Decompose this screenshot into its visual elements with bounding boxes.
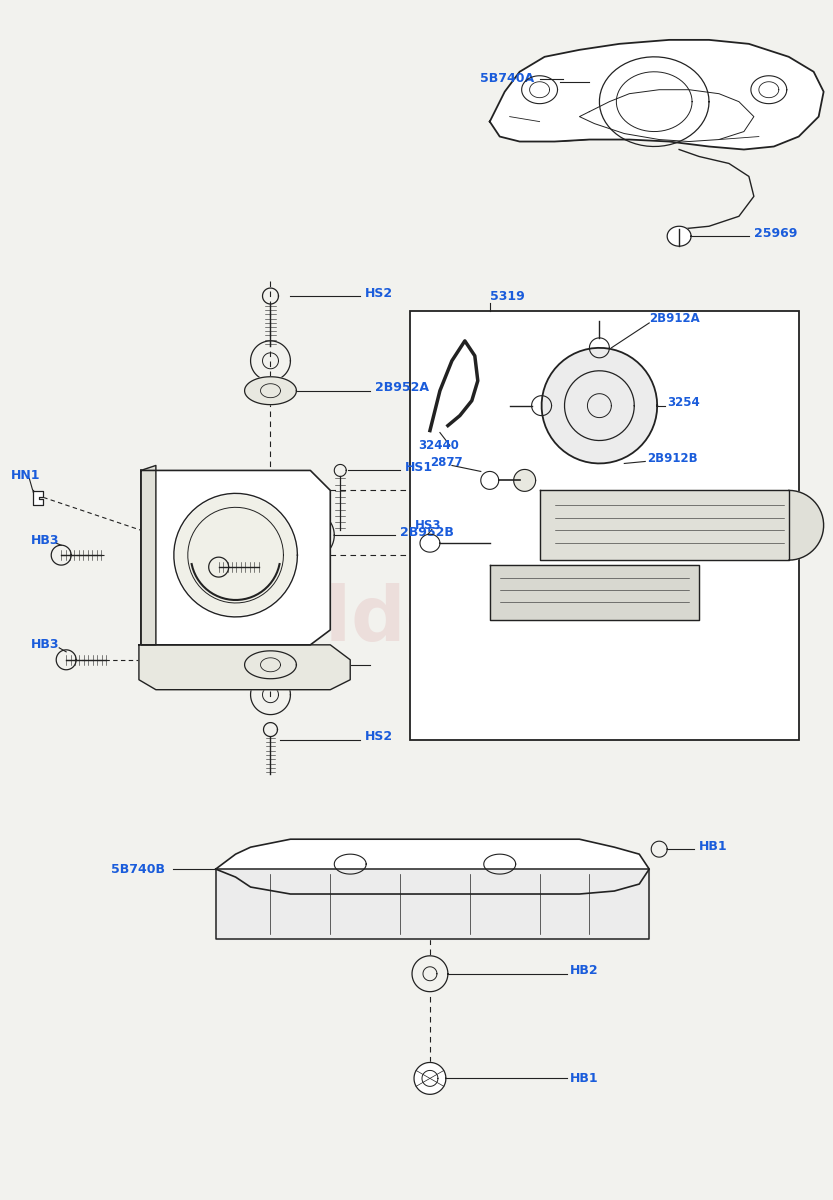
Polygon shape [245,377,297,404]
Text: 2B912A: 2B912A [649,312,700,325]
Text: HS1: HS1 [405,461,433,474]
Polygon shape [33,491,43,505]
Polygon shape [245,650,297,679]
Text: 2877: 2877 [430,456,462,469]
Text: 5B740A: 5B740A [480,72,534,85]
Polygon shape [667,227,691,246]
Text: HS2: HS2 [365,287,393,300]
Text: HB3: HB3 [191,544,219,557]
Text: 5B740B: 5B740B [111,863,165,876]
Text: 32440: 32440 [418,439,459,452]
Bar [410,311,799,739]
Polygon shape [141,466,156,644]
Text: HB3: HB3 [32,638,60,652]
Text: HS3: HS3 [415,518,441,532]
Polygon shape [216,839,649,894]
Text: 5319: 5319 [490,289,525,302]
Polygon shape [789,491,824,560]
Text: 2B952A: 2B952A [201,655,255,668]
Polygon shape [490,565,699,620]
Text: HS2: HS2 [365,730,393,743]
Text: HB2: HB2 [570,965,598,977]
Text: 2B952B: 2B952B [400,526,454,539]
Polygon shape [490,40,824,150]
Polygon shape [514,469,536,491]
Polygon shape [216,869,649,938]
Text: 2B952A: 2B952A [375,382,429,395]
Text: 2B912B: 2B912B [647,452,698,464]
Text: HB1: HB1 [570,1072,598,1085]
Polygon shape [541,348,657,463]
Text: solderla: solderla [227,583,573,656]
Polygon shape [540,491,789,560]
Text: HB1: HB1 [699,840,728,853]
Text: 19D624: 19D624 [156,504,210,517]
Polygon shape [176,496,296,614]
Polygon shape [139,644,350,690]
Text: 3254: 3254 [667,396,700,409]
Text: HN1: HN1 [12,469,41,482]
Text: 25969: 25969 [754,227,797,240]
Polygon shape [141,470,331,644]
Polygon shape [414,1062,446,1094]
Text: HB3: HB3 [32,534,60,547]
